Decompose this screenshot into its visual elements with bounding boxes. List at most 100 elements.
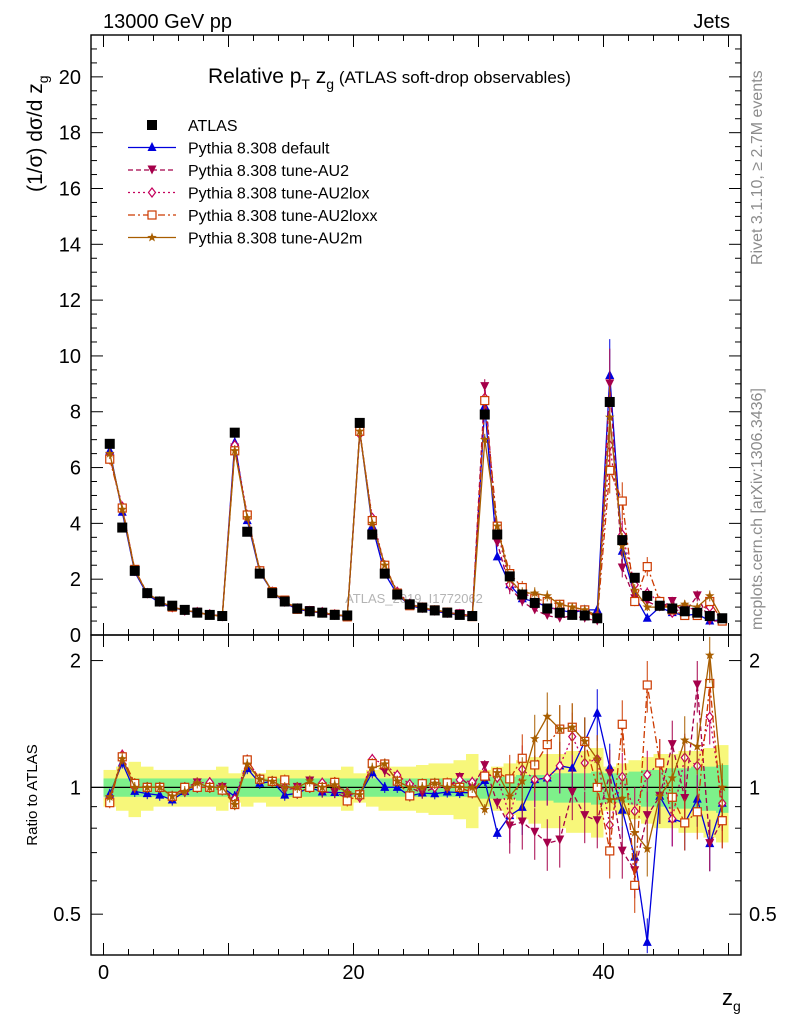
- x-tick-labels: 0 20 40: [98, 962, 615, 984]
- y-tick-label: 10: [59, 346, 81, 368]
- energy-label: 13000 GeV pp: [103, 11, 232, 33]
- ratio-point: [604, 794, 615, 804]
- ratio-y-tick-label-right: 2: [749, 651, 760, 673]
- ratio-point: [329, 779, 340, 789]
- ratio-point: [204, 782, 215, 792]
- data-point: [154, 596, 165, 607]
- ratio-y-tick-labels: 0.5 0.5 1 1 2 2: [53, 651, 777, 927]
- mc-point: [354, 426, 365, 436]
- data-point: [392, 589, 403, 600]
- ratio-point: [454, 782, 465, 792]
- ratio-point: [367, 763, 378, 773]
- x-tick-label: 40: [592, 962, 614, 984]
- main-axis-ticks: [91, 35, 741, 636]
- plot-title: Relative pT zg (ATLAS soft-drop observab…: [208, 65, 571, 92]
- mc-point: [479, 434, 490, 444]
- data-point: [179, 604, 190, 615]
- ratio-point: [705, 711, 715, 723]
- main-y-tick-labels: 0 2 4 6 8 10 12 14 16 18 20: [59, 67, 81, 647]
- ratio-point: [292, 782, 303, 792]
- data-point: [704, 611, 715, 622]
- band-inner: [703, 766, 716, 811]
- ratio-point: [155, 789, 165, 799]
- legend-marker: [147, 120, 157, 130]
- data-point: [442, 607, 453, 618]
- ratio-point: [517, 817, 527, 827]
- ratio-point: [117, 753, 128, 763]
- mc-point: [629, 585, 640, 595]
- main-panel: 0 2 4 6 8 10 12 14 16 18 20 ATLAS_2019_I1772062 (1…: [24, 34, 742, 647]
- main-y-axis-label: (1/σ) dσ/d zg: [24, 75, 51, 192]
- data-point: [279, 596, 290, 607]
- mc-point: [617, 496, 627, 506]
- ratio-point: [492, 767, 503, 777]
- data-point: [617, 535, 628, 546]
- mc-point: [617, 563, 627, 573]
- ratio-point: [592, 816, 602, 826]
- ratio-point: [567, 762, 577, 772]
- legend: ATLAS Pythia 8.308 default Pythia 8.308 tu…: [128, 118, 377, 248]
- ratio-point: [304, 776, 315, 786]
- ratio-point: [580, 811, 590, 821]
- ratio-point: [692, 807, 702, 817]
- data-point: [242, 526, 253, 537]
- ratio-point: [254, 774, 265, 784]
- mc-point: [492, 551, 502, 561]
- ratio-point: [380, 766, 390, 776]
- data-point: [542, 603, 553, 614]
- legend-label: Pythia 8.308 tune-AU2loxx: [188, 208, 377, 225]
- ratio-point: [479, 804, 490, 814]
- data-point: [304, 606, 315, 617]
- series-line-au2loxx: [109, 400, 723, 622]
- legend-marker: [147, 187, 157, 198]
- ratio-point: [192, 777, 203, 787]
- ratio-y-tick-label-right: 0.5: [749, 904, 777, 926]
- ratio-point: [704, 650, 715, 660]
- ratio-point: [617, 846, 627, 856]
- ratio-point: [380, 781, 390, 791]
- mc-point: [492, 521, 503, 531]
- ratio-point: [717, 816, 727, 826]
- ratio-point: [480, 771, 490, 781]
- mc-point: [229, 445, 240, 455]
- ratio-point: [317, 782, 328, 792]
- ratio-point: [530, 827, 540, 837]
- y-tick-label: 20: [59, 67, 81, 89]
- mc-point: [604, 412, 615, 422]
- data-point: [104, 438, 115, 449]
- legend-marker: [147, 210, 157, 220]
- data-point: [679, 606, 690, 617]
- ratio-point: [605, 769, 615, 779]
- ratio-series-au2m: [104, 636, 728, 877]
- data-point: [629, 572, 640, 583]
- legend-marker: [147, 165, 157, 175]
- data-point: [567, 609, 578, 620]
- data-point: [692, 607, 703, 618]
- data-point: [192, 607, 203, 618]
- data-point: [292, 603, 303, 614]
- ratio-point: [705, 839, 715, 849]
- process-label: Jets: [693, 11, 730, 33]
- legend-item-data: ATLAS: [147, 118, 238, 135]
- legend-label: Pythia 8.308 tune-AU2lox: [188, 186, 369, 203]
- ratio-point: [492, 798, 502, 808]
- ratio-line-au2: [109, 684, 723, 873]
- data-point: [342, 610, 353, 621]
- data-point: [654, 600, 665, 611]
- ratio-point: [267, 776, 278, 786]
- mc-point: [667, 597, 677, 607]
- series-line-au2m: [109, 417, 723, 619]
- legend-item-au2loxx: Pythia 8.308 tune-AU2loxx: [128, 208, 377, 225]
- legend-marker: [147, 142, 157, 151]
- mc-point: [579, 604, 590, 614]
- data-point: [204, 609, 215, 620]
- data-point: [579, 610, 590, 621]
- y-tick-label: 18: [59, 123, 81, 145]
- ratio-point: [717, 782, 728, 792]
- x-tick-label: 20: [342, 962, 364, 984]
- ratio-point: [654, 791, 665, 801]
- y-tick-label: 4: [70, 513, 81, 535]
- series-data: [104, 396, 728, 624]
- ratio-point: [129, 782, 140, 792]
- ratio-point: [354, 789, 365, 799]
